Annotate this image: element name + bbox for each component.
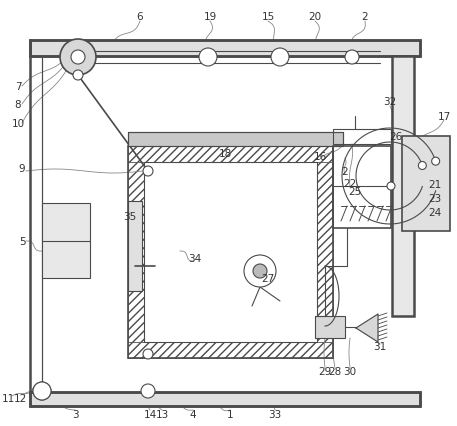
Text: 23: 23 — [428, 193, 441, 204]
Circle shape — [38, 387, 46, 395]
Bar — [128, 342, 333, 358]
Circle shape — [253, 265, 267, 278]
Circle shape — [71, 51, 85, 65]
Bar — [30, 41, 420, 57]
Text: 10: 10 — [11, 119, 25, 129]
Circle shape — [199, 49, 217, 67]
Polygon shape — [356, 314, 378, 342]
Bar — [128, 201, 142, 291]
Bar — [30, 41, 420, 57]
Bar — [333, 147, 391, 228]
Bar — [392, 57, 414, 316]
Bar — [128, 147, 333, 358]
Text: 11: 11 — [1, 393, 15, 403]
Text: 29: 29 — [319, 366, 332, 376]
Circle shape — [33, 382, 51, 400]
Text: 28: 28 — [329, 366, 342, 376]
Text: 19: 19 — [203, 12, 217, 22]
Circle shape — [143, 167, 153, 177]
Bar — [128, 147, 333, 163]
Text: 16: 16 — [314, 152, 327, 161]
Text: 8: 8 — [15, 100, 21, 110]
Text: 7: 7 — [15, 82, 21, 92]
Circle shape — [143, 349, 153, 359]
Circle shape — [73, 71, 83, 81]
Text: 15: 15 — [261, 12, 275, 22]
Text: 5: 5 — [19, 236, 25, 246]
Text: 13: 13 — [155, 409, 169, 419]
Text: 4: 4 — [190, 409, 197, 419]
Text: 2: 2 — [342, 167, 348, 177]
Text: 30: 30 — [344, 366, 356, 376]
Circle shape — [60, 40, 96, 76]
Text: 26: 26 — [389, 132, 403, 142]
Bar — [30, 392, 420, 406]
Circle shape — [432, 158, 440, 166]
Text: 31: 31 — [373, 341, 387, 351]
Circle shape — [141, 384, 155, 398]
Text: 24: 24 — [428, 207, 441, 218]
Circle shape — [244, 256, 276, 287]
Circle shape — [387, 183, 395, 190]
Text: 2: 2 — [361, 12, 368, 22]
Text: 21: 21 — [428, 180, 441, 190]
Text: 34: 34 — [188, 253, 202, 263]
Text: 17: 17 — [437, 112, 451, 122]
Text: 6: 6 — [137, 12, 143, 22]
Bar — [315, 316, 345, 338]
Text: 32: 32 — [383, 97, 397, 107]
Text: 14: 14 — [143, 409, 157, 419]
Text: 25: 25 — [348, 187, 361, 196]
Circle shape — [271, 49, 289, 67]
Bar — [128, 132, 343, 147]
Text: 12: 12 — [13, 393, 27, 403]
Text: 35: 35 — [123, 211, 137, 222]
Bar — [128, 163, 144, 342]
Circle shape — [418, 162, 426, 170]
Text: 9: 9 — [19, 164, 25, 173]
Text: 20: 20 — [308, 12, 322, 22]
Bar — [144, 163, 317, 342]
Circle shape — [345, 51, 359, 65]
Text: 18: 18 — [218, 149, 232, 158]
Bar — [402, 137, 450, 231]
Text: 27: 27 — [261, 273, 275, 283]
Text: 22: 22 — [343, 178, 356, 189]
Bar — [30, 392, 420, 406]
Bar — [317, 163, 333, 342]
Text: 1: 1 — [227, 409, 234, 419]
Text: 33: 33 — [268, 409, 282, 419]
Circle shape — [33, 382, 51, 400]
Text: 3: 3 — [72, 409, 78, 419]
Bar — [42, 204, 90, 278]
Bar — [128, 132, 343, 147]
Bar — [333, 130, 391, 145]
